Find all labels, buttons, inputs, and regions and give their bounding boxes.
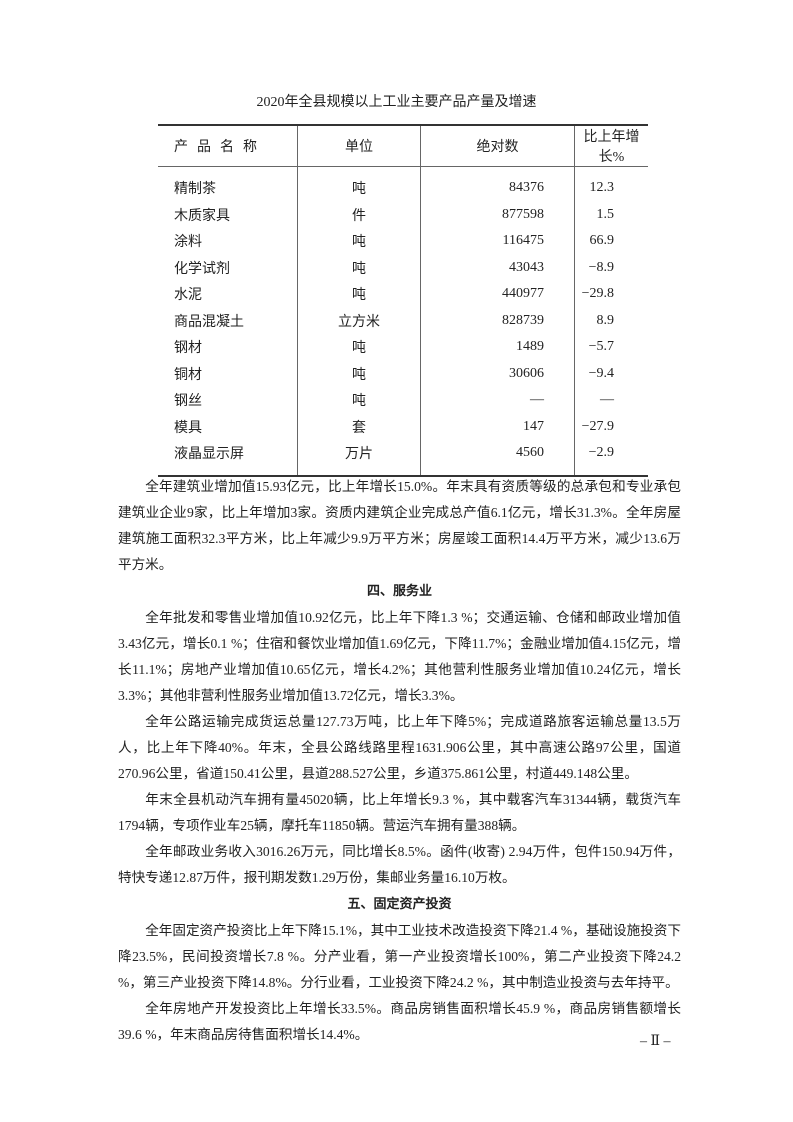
cell-growth: −5.7 xyxy=(574,334,648,361)
cell-absolute: 828739 xyxy=(420,307,575,334)
header-product-name: 产品名称 xyxy=(174,140,266,155)
cell-absolute: 4560 xyxy=(420,440,575,476)
table-row: 模具 套 147 −27.9 xyxy=(158,413,648,440)
cell-absolute: 30606 xyxy=(420,360,575,387)
cell-absolute: 1489 xyxy=(420,334,575,361)
cell-product-name: 钢丝 xyxy=(174,394,202,410)
cell-growth: 8.9 xyxy=(574,307,648,334)
cell-absolute: 147 xyxy=(420,413,575,440)
cell-product-name: 木质家具 xyxy=(174,208,230,224)
paragraph-road-transport: 全年公路运输完成货运总量127.73万吨，比上年下降5%；完成道路旅客运输总量1… xyxy=(118,714,681,781)
cell-unit: 吨 xyxy=(297,281,421,308)
cell-unit: 吨 xyxy=(297,254,421,281)
product-output-table: 产品名称 单位 绝对数 比上年增长% 精制茶吨 84376 12.3 木质家具件 877… xyxy=(158,124,648,477)
paragraph-postal: 全年邮政业务收入3016.26万元，同比增长8.5%。函件(收寄) 2.94万件… xyxy=(118,844,681,885)
table-row: 钢材 吨 1489 −5.7 xyxy=(158,334,648,361)
table-header-row: 产品名称 单位 绝对数 比上年增长% xyxy=(158,125,648,167)
cell-absolute: 440977 xyxy=(420,281,575,308)
cell-product-name: 商品混凝土 xyxy=(174,314,244,330)
cell-absolute: 84376 xyxy=(420,166,575,202)
table-row: 精制茶 吨 84376 12.3 xyxy=(158,166,648,202)
paragraph-construction: 全年建筑业增加值15.93亿元，比上年增长15.0%。年末具有资质等级的总承包和… xyxy=(118,479,681,572)
cell-growth: — xyxy=(574,387,648,414)
cell-absolute: 43043 xyxy=(420,254,575,281)
cell-unit: 吨 xyxy=(297,228,421,255)
cell-unit: 吨 xyxy=(297,334,421,361)
cell-absolute: — xyxy=(420,387,575,414)
paragraph-services: 全年批发和零售业增加值10.92亿元，比上年下降1.3 %；交通运输、仓储和邮政… xyxy=(118,610,681,703)
paragraph-vehicles: 年末全县机动汽车拥有量45020辆，比上年增长9.3 %，其中载客汽车31344… xyxy=(118,792,681,833)
table-row: 液晶显示屏 万片 4560 −2.9 xyxy=(158,440,648,476)
header-absolute: 绝对数 xyxy=(420,125,575,167)
page-number: – Ⅱ – xyxy=(640,1034,671,1049)
cell-product-name: 钢材 xyxy=(174,341,202,357)
header-unit: 单位 xyxy=(297,125,421,167)
cell-unit: 吨 xyxy=(297,387,421,414)
section-heading-services: 四、服务业 xyxy=(366,584,432,599)
cell-unit: 万片 xyxy=(297,440,421,476)
cell-growth: −9.4 xyxy=(574,360,648,387)
cell-unit: 立方米 xyxy=(297,307,421,334)
cell-absolute: 877598 xyxy=(420,201,575,228)
cell-absolute: 116475 xyxy=(420,228,575,255)
body-text: 全年建筑业增加值15.93亿元，比上年增长15.0%。年末具有资质等级的总承包和… xyxy=(118,474,681,1048)
table-row: 钢丝吨 — — xyxy=(158,387,648,414)
cell-growth: 66.9 xyxy=(574,228,648,255)
cell-unit: 套 xyxy=(297,413,421,440)
cell-unit: 吨 xyxy=(297,166,421,202)
cell-product-name: 液晶显示屏 xyxy=(174,447,244,463)
table-row: 化学试剂 吨 43043 −8.9 xyxy=(158,254,648,281)
cell-growth: 12.3 xyxy=(574,166,648,202)
table-title: 2020年全县规模以上工业主要产品产量及增速 xyxy=(256,95,537,110)
cell-growth: −2.9 xyxy=(574,440,648,476)
cell-product-name: 模具 xyxy=(174,420,202,436)
table-row: 水泥 吨 440977 −29.8 xyxy=(158,281,648,308)
cell-product-name: 涂料 xyxy=(174,235,202,251)
paragraph-fixed-investment: 全年固定资产投资比上年下降15.1%，其中工业技术改造投资下降21.4 %，基础… xyxy=(118,923,681,990)
cell-product-name: 水泥 xyxy=(174,288,202,304)
cell-growth: 1.5 xyxy=(574,201,648,228)
cell-product-name: 铜材 xyxy=(174,367,202,383)
table-row: 木质家具 件 877598 1.5 xyxy=(158,201,648,228)
cell-growth: −29.8 xyxy=(574,281,648,308)
section-heading-investment: 五、固定资产投资 xyxy=(347,897,452,912)
table-row: 商品混凝土 立方米 828739 8.9 xyxy=(158,307,648,334)
cell-growth: −27.9 xyxy=(574,413,648,440)
cell-growth: −8.9 xyxy=(574,254,648,281)
cell-product-name: 精制茶 xyxy=(174,182,216,198)
table-row: 涂料 吨 116475 66.9 xyxy=(158,228,648,255)
paragraph-real-estate: 全年房地产开发投资比上年增长33.5%。商品房销售面积增长45.9 %，商品房销… xyxy=(118,1001,681,1042)
table-row: 铜材 吨 30606 −9.4 xyxy=(158,360,648,387)
header-growth: 比上年增长% xyxy=(574,125,648,167)
cell-product-name: 化学试剂 xyxy=(174,261,230,277)
cell-unit: 件 xyxy=(297,201,421,228)
cell-unit: 吨 xyxy=(297,360,421,387)
